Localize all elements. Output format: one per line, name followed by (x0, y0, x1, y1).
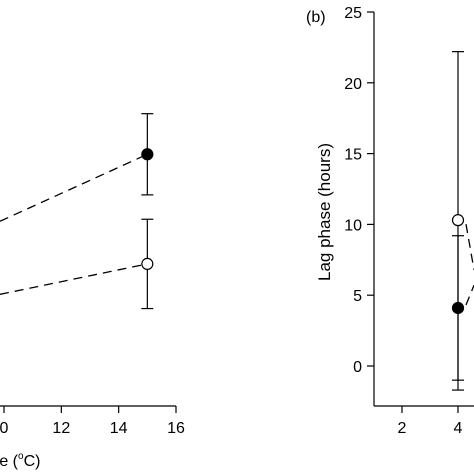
right-y-tick-label: 0 (353, 359, 362, 376)
right-y-tick-label: 5 (353, 288, 362, 305)
right-series-layer (451, 51, 474, 391)
left-x-tick-label: 12 (52, 420, 70, 437)
panel-label-b: (b) (306, 9, 326, 26)
left-panel: 0 12 14 16 re (oC) (0, 113, 185, 470)
right-y-tick-label: 15 (344, 147, 362, 164)
left-x-unit: C) (24, 453, 41, 470)
right-y-tick-label: 20 (344, 76, 362, 93)
right-y-axis-label: Lag phase (hours) (315, 143, 334, 281)
right-series-dashed-line (465, 224, 474, 270)
right-y-ticks: 0 5 10 15 20 25 (344, 5, 374, 376)
left-series-dashed-line (0, 153, 148, 222)
right-open-marker (451, 214, 465, 227)
left-x-ticks: 0 12 14 16 (0, 406, 185, 437)
left-series-dashed-line (0, 263, 148, 295)
right-x-tick-label: 2 (398, 420, 407, 437)
left-x-tick-label: 16 (167, 420, 185, 437)
right-x-tick-label: 4 (454, 420, 463, 437)
right-y-tick-label: 25 (344, 5, 362, 22)
right-filled-marker (451, 301, 465, 315)
left-x-tick-label: 14 (110, 420, 128, 437)
left-x-axis-label: re (oC) (0, 451, 40, 470)
left-open-marker (141, 257, 154, 270)
left-x-unit-superscript: o (18, 451, 24, 462)
left-series-layer (0, 113, 154, 310)
left-x-tick-label: 0 (0, 420, 9, 437)
left-filled-marker (141, 148, 154, 161)
right-series-dashed-line (465, 285, 474, 306)
right-y-tick-label: 10 (344, 217, 362, 234)
